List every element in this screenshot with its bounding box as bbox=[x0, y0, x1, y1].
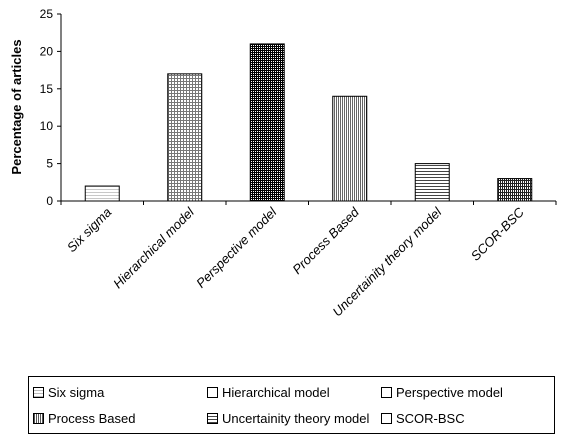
y-tick-label: 20 bbox=[40, 44, 54, 58]
x-category-label: Hierarchical model bbox=[110, 204, 198, 292]
legend-label: Six sigma bbox=[48, 384, 105, 400]
x-category-label: Perspective model bbox=[193, 204, 280, 291]
legend-swatch-icon bbox=[33, 386, 44, 398]
legend: Six sigma Hierarchical model Perspective… bbox=[28, 376, 555, 434]
bar-hierarchical-model bbox=[167, 73, 203, 202]
y-tick-label: 25 bbox=[40, 7, 54, 21]
y-tick-label: 0 bbox=[46, 194, 53, 208]
legend-label: Hierarchical model bbox=[222, 384, 330, 400]
bar-uncertainity-theory-model bbox=[414, 163, 450, 202]
y-tick-label: 5 bbox=[46, 157, 53, 171]
y-tick-label: 10 bbox=[40, 119, 54, 133]
legend-swatch-icon bbox=[381, 412, 392, 424]
legend-item-six-sigma: Six sigma bbox=[33, 383, 104, 401]
legend-swatch-icon bbox=[207, 412, 218, 424]
bar-process-based bbox=[332, 95, 368, 202]
x-category-label: SCOR-BSC bbox=[468, 204, 528, 264]
x-category-label: Six sigma bbox=[64, 205, 114, 255]
legend-item-perspective-model: Perspective model bbox=[381, 383, 503, 401]
bar-perspective-model bbox=[249, 43, 285, 202]
legend-item-uncertainity-theory-model: Uncertainity theory model bbox=[207, 409, 369, 427]
legend-item-scor-bsc: SCOR-BSC bbox=[381, 409, 465, 427]
legend-label: Uncertainity theory model bbox=[222, 410, 370, 426]
legend-swatch-icon bbox=[33, 412, 44, 424]
legend-item-hierarchical-model: Hierarchical model bbox=[207, 383, 330, 401]
legend-swatch-icon bbox=[207, 386, 218, 398]
legend-swatch-icon bbox=[381, 386, 392, 398]
legend-item-process-based: Process Based bbox=[33, 409, 135, 427]
legend-label: SCOR-BSC bbox=[396, 410, 465, 426]
y-axis-label: Percentage of articles bbox=[9, 39, 24, 174]
x-category-label: Process Based bbox=[289, 204, 362, 277]
y-tick-label: 15 bbox=[40, 82, 54, 96]
bar-scor-bsc bbox=[497, 178, 533, 202]
legend-label: Process Based bbox=[48, 410, 136, 426]
bar-six-sigma bbox=[84, 185, 120, 202]
legend-label: Perspective model bbox=[396, 384, 503, 400]
